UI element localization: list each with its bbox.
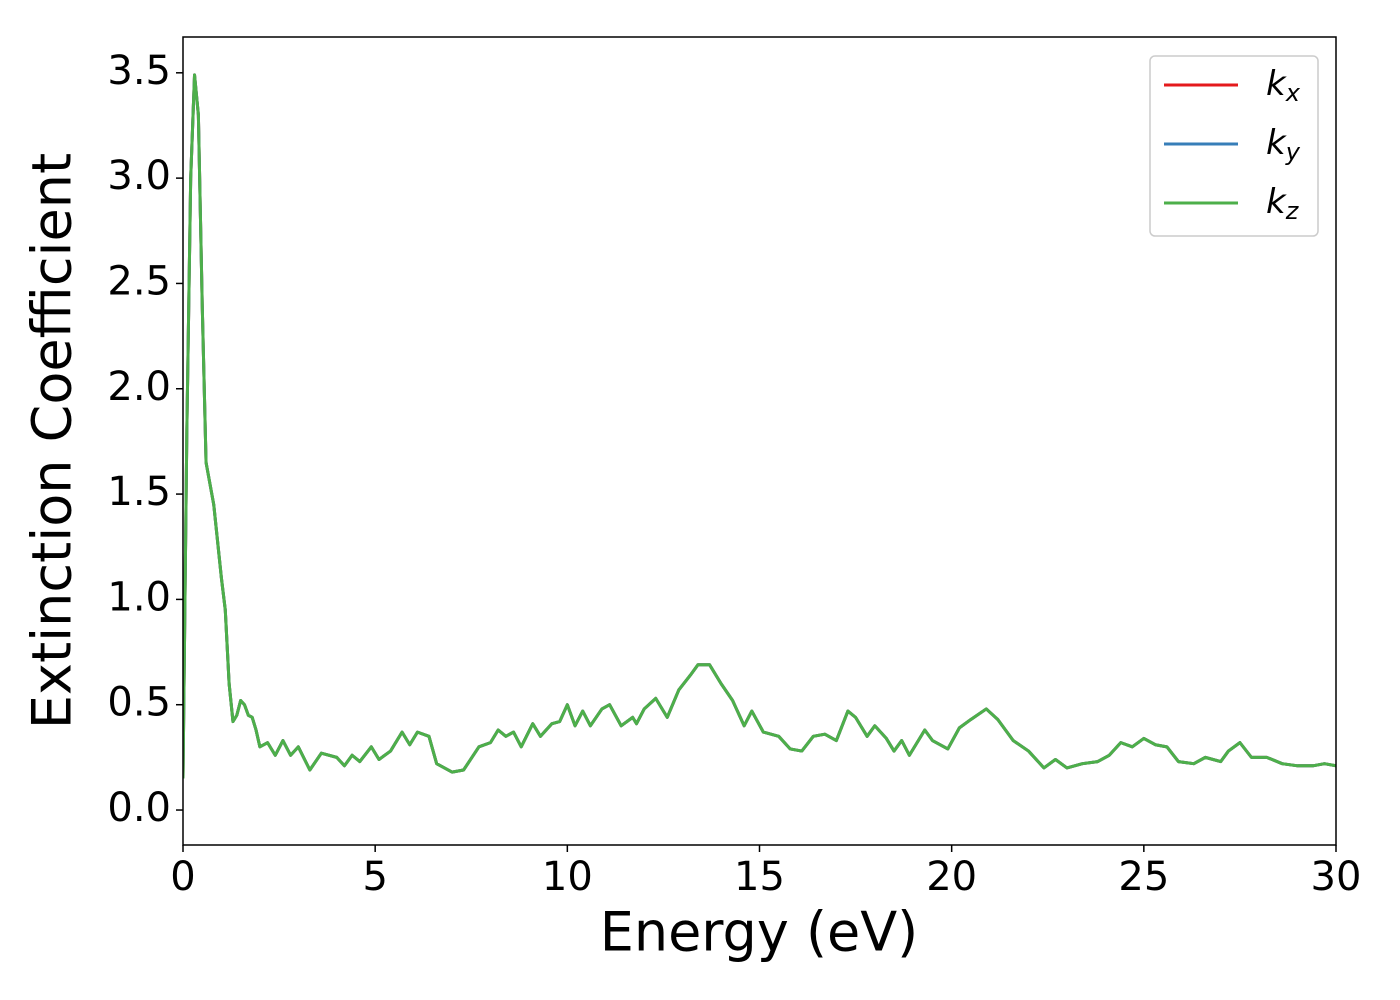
y-tick-label: 0.0 xyxy=(107,785,171,831)
x-tick-label: 15 xyxy=(734,854,785,900)
x-tick-label: 10 xyxy=(542,854,593,900)
y-tick-label: 1.0 xyxy=(107,574,171,620)
x-axis-label: Energy (eV) xyxy=(600,901,919,964)
x-tick-label: 20 xyxy=(926,854,977,900)
y-tick-label: 3.5 xyxy=(107,48,171,94)
legend-label: kx xyxy=(1266,64,1301,108)
x-tick-label: 5 xyxy=(362,854,387,900)
y-tick-label: 2.5 xyxy=(107,258,171,304)
y-tick-label: 2.0 xyxy=(107,364,171,410)
legend-label: kz xyxy=(1266,182,1300,226)
plot-frame xyxy=(182,36,1337,846)
y-axis-label: Extinction Coefficient xyxy=(21,153,84,729)
y-tick-label: 3.0 xyxy=(107,153,171,199)
legend-label: ky xyxy=(1266,123,1301,167)
legend-box xyxy=(1149,55,1319,237)
series-line xyxy=(183,73,1336,779)
y-tick-label: 0.5 xyxy=(107,680,171,726)
x-tick-label: 25 xyxy=(1118,854,1169,900)
x-tick-label: 30 xyxy=(1311,854,1362,900)
y-tick-label: 1.5 xyxy=(107,469,171,515)
x-tick-label: 0 xyxy=(170,854,195,900)
